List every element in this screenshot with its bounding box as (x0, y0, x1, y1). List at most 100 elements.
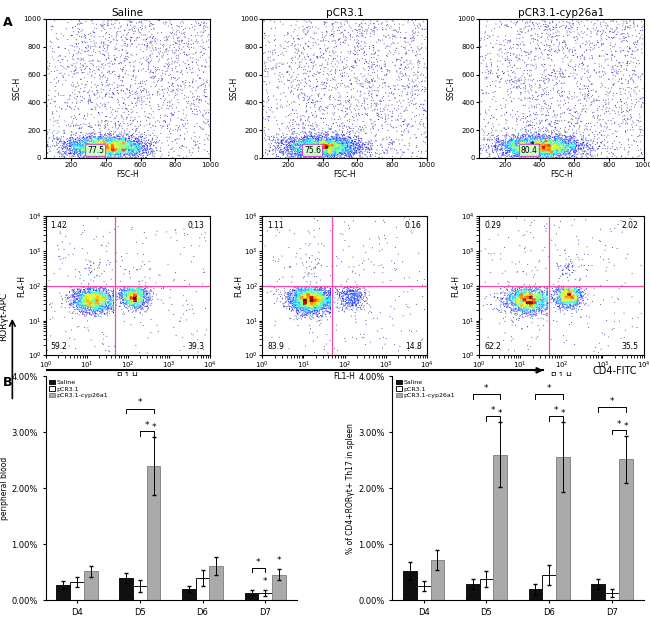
Point (542, 297, 552, 307)
Point (127, 152, 138, 162)
Point (70, 265, 81, 275)
Point (276, 42, 286, 52)
Point (126, 289, 136, 299)
Point (562, 290, 572, 300)
Point (91, 149, 101, 159)
Point (552, 72, 563, 82)
Point (514, 285, 525, 295)
Point (393, 80, 403, 90)
Point (551, 138, 561, 148)
Point (322, 301, 332, 311)
Point (498, 130, 508, 140)
Point (543, 139, 554, 149)
Point (541, 147, 551, 157)
Point (342, 299, 352, 309)
Point (354, 292, 364, 302)
Point (539, 300, 549, 310)
Point (608, 88, 618, 99)
Point (343, 142, 354, 152)
Point (133, 134, 144, 144)
Point (336, 146, 346, 156)
Point (328, 140, 339, 150)
Point (344, 133, 354, 143)
Point (57, 150, 67, 160)
Point (88, 296, 98, 306)
Point (297, 286, 307, 296)
Point (544, 145, 554, 155)
Point (387, 31, 398, 41)
Point (344, 149, 354, 159)
Point (548, 143, 558, 153)
Point (134, 139, 144, 149)
Point (510, 285, 521, 295)
Point (529, 298, 539, 308)
Point (301, 151, 311, 161)
Point (539, 142, 549, 152)
Point (352, 140, 363, 150)
Point (134, 283, 144, 293)
Point (119, 142, 129, 152)
Point (298, 43, 309, 53)
Point (347, 147, 358, 157)
Point (287, 151, 297, 161)
Point (532, 137, 543, 147)
Point (304, 149, 314, 159)
Point (90, 282, 100, 292)
Point (341, 133, 351, 143)
Point (359, 102, 369, 112)
Point (554, 129, 565, 139)
Point (370, 148, 381, 158)
Point (131, 143, 142, 154)
Point (350, 145, 360, 155)
Point (300, 145, 311, 155)
Point (69, 137, 79, 147)
Point (87, 142, 98, 152)
Point (300, 289, 310, 299)
Point (560, 127, 570, 137)
Point (325, 143, 335, 153)
Point (536, 142, 547, 152)
Point (92, 291, 102, 301)
Point (318, 143, 329, 153)
Point (558, 149, 569, 159)
Point (314, 316, 324, 326)
Point (554, 137, 564, 147)
Point (336, 146, 346, 156)
Point (117, 77, 127, 87)
Point (573, 135, 583, 145)
Point (80, 38, 90, 48)
Point (292, 292, 302, 302)
Point (345, 29, 356, 39)
Point (576, 16, 586, 27)
Point (82, 136, 92, 146)
Point (527, 143, 538, 154)
Point (136, 286, 146, 296)
Point (560, 284, 570, 295)
Point (320, 130, 331, 140)
Point (311, 296, 322, 307)
Point (312, 81, 322, 91)
Point (350, 142, 361, 152)
Point (86, 142, 96, 152)
Point (344, 153, 355, 163)
Point (523, 296, 533, 306)
Point (97, 292, 107, 302)
Point (329, 142, 339, 152)
Point (119, 137, 129, 147)
Point (363, 308, 374, 318)
Point (494, 140, 504, 150)
Point (520, 300, 530, 310)
Point (333, 147, 343, 157)
Point (84, 288, 94, 298)
Point (310, 293, 320, 303)
Point (343, 96, 353, 106)
Point (316, 305, 326, 315)
Point (570, 289, 580, 299)
Point (484, 66, 494, 76)
Point (290, 285, 300, 295)
Point (533, 283, 543, 293)
Point (123, 282, 133, 292)
Point (84, 63, 95, 73)
Point (315, 298, 325, 308)
Point (337, 142, 348, 152)
